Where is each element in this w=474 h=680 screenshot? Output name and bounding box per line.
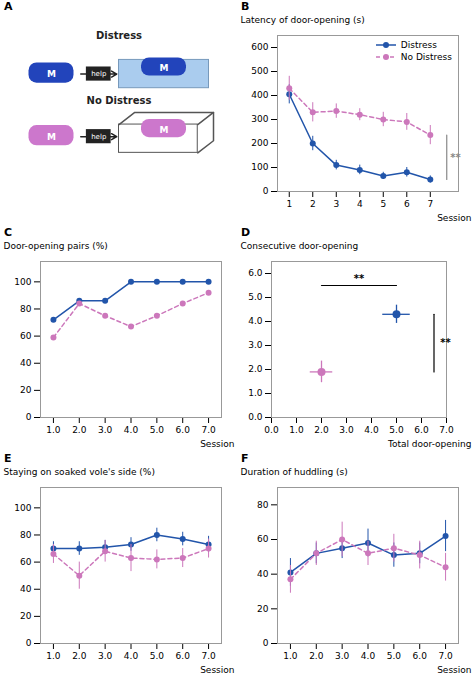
svg-text:4.0: 4.0	[124, 651, 139, 661]
html-text:Distress: Distress	[400, 40, 437, 50]
svg-text:6.0: 6.0	[176, 651, 191, 661]
svg-text:7.0: 7.0	[201, 651, 216, 661]
svg-text:20: 20	[20, 385, 32, 395]
svg-text:7.0: 7.0	[201, 425, 216, 435]
svg-text:40: 40	[20, 358, 32, 368]
svg-text:400: 400	[251, 90, 268, 100]
svg-text:2.0: 2.0	[72, 425, 87, 435]
svg-text:help: help	[91, 70, 107, 78]
svg-text:M: M	[160, 63, 169, 73]
svg-text:2.0: 2.0	[314, 425, 329, 435]
svg-text:2: 2	[310, 199, 316, 209]
svg-text:80: 80	[20, 530, 32, 540]
svg-text:4.0: 4.0	[248, 316, 263, 326]
svg-text:1.0: 1.0	[46, 651, 61, 661]
svg-text:Latency of door-opening (s): Latency of door-opening (s)	[241, 15, 365, 25]
svg-text:1.0: 1.0	[283, 651, 298, 661]
svg-text:5.0: 5.0	[150, 425, 165, 435]
svg-text:6.0: 6.0	[414, 425, 429, 435]
svg-text:600: 600	[251, 42, 268, 52]
svg-text:M: M	[160, 124, 169, 134]
svg-text:80: 80	[20, 304, 32, 314]
html-text:No Distress: No Distress	[400, 52, 452, 62]
svg-text:Duration of huddling (s): Duration of huddling (s)	[241, 467, 348, 477]
html-text:A: A	[4, 0, 13, 13]
html-text:C: C	[4, 226, 13, 239]
html-text:B: B	[241, 0, 250, 13]
svg-text:**: **	[354, 273, 365, 284]
svg-text:2.0: 2.0	[72, 651, 87, 661]
svg-text:1.0: 1.0	[46, 425, 61, 435]
svg-text:Total door-opening: Total door-opening	[387, 439, 472, 449]
svg-text:Session: Session	[200, 665, 234, 675]
svg-text:5.0: 5.0	[387, 651, 402, 661]
svg-text:Staying on soaked vole's side: Staying on soaked vole's side (%)	[4, 467, 155, 477]
svg-text:0.0: 0.0	[248, 412, 263, 422]
svg-text:3: 3	[333, 199, 339, 209]
svg-text:3.0: 3.0	[98, 425, 113, 435]
svg-text:7.0: 7.0	[439, 425, 454, 435]
svg-text:Distress: Distress	[96, 30, 142, 41]
svg-text:0: 0	[26, 412, 32, 422]
svg-text:1: 1	[286, 199, 292, 209]
svg-text:5.0: 5.0	[389, 425, 404, 435]
svg-text:2.0: 2.0	[309, 651, 324, 661]
svg-text:M: M	[47, 132, 56, 142]
html-text:D: D	[241, 226, 251, 239]
svg-text:60: 60	[257, 534, 269, 544]
svg-text:40: 40	[257, 569, 269, 579]
svg-text:6: 6	[404, 199, 410, 209]
svg-text:7: 7	[427, 199, 433, 209]
svg-text:2.0: 2.0	[248, 364, 263, 374]
svg-text:80: 80	[257, 500, 269, 510]
svg-text:200: 200	[251, 138, 268, 148]
svg-text:20: 20	[257, 604, 269, 614]
html-text:E: E	[4, 452, 12, 465]
svg-text:Session: Session	[437, 665, 471, 675]
svg-text:5: 5	[380, 199, 386, 209]
svg-text:60: 60	[20, 331, 32, 341]
svg-text:500: 500	[251, 66, 268, 76]
svg-text:100: 100	[251, 162, 268, 172]
svg-text:0.0: 0.0	[264, 425, 279, 435]
svg-text:**: **	[450, 152, 461, 163]
svg-text:4.0: 4.0	[364, 425, 379, 435]
svg-text:Door-opening pairs (%): Door-opening pairs (%)	[4, 241, 108, 251]
svg-text:3.0: 3.0	[98, 651, 113, 661]
svg-text:20: 20	[20, 611, 32, 621]
svg-text:3.0: 3.0	[248, 340, 263, 350]
svg-text:help: help	[91, 133, 107, 141]
html-text:F: F	[241, 452, 249, 465]
svg-text:5.0: 5.0	[248, 292, 263, 302]
svg-text:4.0: 4.0	[124, 425, 139, 435]
svg-text:1.0: 1.0	[289, 425, 304, 435]
svg-text:3.0: 3.0	[335, 651, 350, 661]
svg-text:0: 0	[26, 638, 32, 648]
svg-text:4.0: 4.0	[361, 651, 376, 661]
svg-text:No Distress: No Distress	[87, 95, 152, 106]
svg-text:Session: Session	[200, 439, 234, 449]
svg-text:4: 4	[357, 199, 363, 209]
svg-text:6.0: 6.0	[176, 425, 191, 435]
svg-text:6.0: 6.0	[248, 268, 263, 278]
svg-text:0: 0	[263, 186, 269, 196]
svg-text:6.0: 6.0	[413, 651, 428, 661]
svg-text:Consecutive door-opening: Consecutive door-opening	[241, 241, 359, 251]
svg-text:300: 300	[251, 114, 268, 124]
svg-text:Session: Session	[437, 213, 471, 223]
svg-text:60: 60	[20, 557, 32, 567]
svg-text:100: 100	[14, 277, 31, 287]
svg-text:1.0: 1.0	[248, 388, 263, 398]
svg-text:7.0: 7.0	[438, 651, 453, 661]
svg-text:M: M	[47, 69, 56, 79]
svg-text:3.0: 3.0	[339, 425, 354, 435]
svg-text:0: 0	[263, 638, 269, 648]
svg-text:100: 100	[14, 503, 31, 513]
svg-text:40: 40	[20, 584, 32, 594]
svg-text:5.0: 5.0	[150, 651, 165, 661]
svg-text:**: **	[440, 337, 451, 348]
